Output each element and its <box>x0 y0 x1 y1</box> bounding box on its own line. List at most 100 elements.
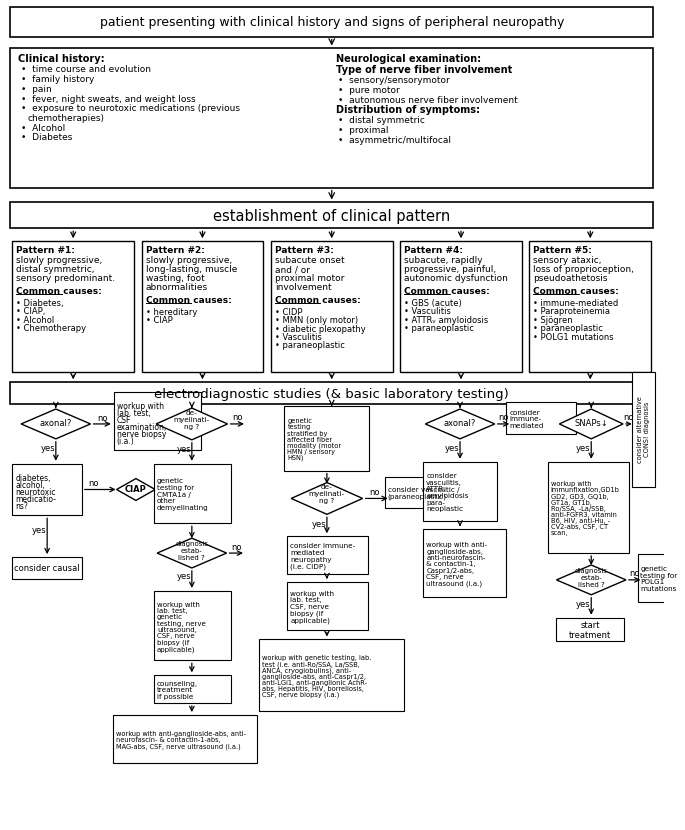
Text: • immune-mediated: • immune-mediated <box>534 299 619 308</box>
Text: Common causes:: Common causes: <box>275 295 360 305</box>
Text: •  family history: • family history <box>21 75 95 84</box>
Text: vasculitis,: vasculitis, <box>426 480 462 486</box>
Text: Clinical history:: Clinical history: <box>18 55 105 65</box>
Text: workup with: workup with <box>290 591 334 597</box>
Text: • paraneoplastic: • paraneoplastic <box>404 324 474 333</box>
Text: Distribution of symptoms:: Distribution of symptoms: <box>336 105 479 115</box>
Text: slowly progressive,: slowly progressive, <box>145 256 232 265</box>
Text: abnormalities: abnormalities <box>145 283 208 292</box>
Text: biopsy (if: biopsy (if <box>290 611 323 617</box>
Text: ns?: ns? <box>15 501 28 510</box>
FancyBboxPatch shape <box>142 242 263 373</box>
Text: • diabetic plexopathy: • diabetic plexopathy <box>275 325 366 334</box>
Text: applicable): applicable) <box>290 618 330 623</box>
Polygon shape <box>21 409 90 439</box>
Text: testing for: testing for <box>640 573 677 579</box>
Text: mutations: mutations <box>640 586 677 592</box>
Text: proximal motor: proximal motor <box>275 274 344 283</box>
Text: lab. test,: lab. test, <box>116 408 151 417</box>
Text: ultrasound,: ultrasound, <box>157 627 197 633</box>
Text: CIAP: CIAP <box>125 485 147 494</box>
Text: • POLG1 mutations: • POLG1 mutations <box>534 333 614 342</box>
Text: workup with: workup with <box>551 481 591 487</box>
Text: amyloidosis: amyloidosis <box>426 493 469 499</box>
Text: •  time course and evolution: • time course and evolution <box>21 66 151 75</box>
Text: if possible: if possible <box>157 694 193 700</box>
Text: GT1a, GT1b,: GT1a, GT1b, <box>551 500 591 505</box>
Text: no: no <box>88 479 99 488</box>
Text: pseudoathetosis: pseudoathetosis <box>534 274 608 283</box>
Text: • Paraproteinemia: • Paraproteinemia <box>534 307 610 316</box>
Text: CMTA1a /: CMTA1a / <box>157 491 191 498</box>
Polygon shape <box>560 409 623 439</box>
Text: •  distal symmetric: • distal symmetric <box>338 116 425 125</box>
Text: immunfixation,GD1b: immunfixation,GD1b <box>551 487 619 493</box>
Text: involvement: involvement <box>275 283 332 292</box>
Text: affected fiber: affected fiber <box>287 437 332 442</box>
FancyBboxPatch shape <box>530 242 651 373</box>
Text: (i.a.): (i.a.) <box>116 437 134 446</box>
Text: •  proximal: • proximal <box>338 126 389 135</box>
Text: lab. test,: lab. test, <box>157 608 188 614</box>
Text: GD2, GD3, GQ1b,: GD2, GD3, GQ1b, <box>551 494 608 500</box>
Polygon shape <box>116 479 155 500</box>
Text: no: no <box>97 414 108 423</box>
Text: slowly progressive,: slowly progressive, <box>16 256 103 265</box>
Text: • GBS (acute): • GBS (acute) <box>404 299 462 308</box>
Text: subacute onset: subacute onset <box>275 256 345 265</box>
Text: nerve biopsy: nerve biopsy <box>116 430 166 438</box>
Text: consider alternative
CONS! diagnosis: consider alternative CONS! diagnosis <box>637 396 650 463</box>
Text: test (i.e. anti-Ro/SSA, La/SSB,: test (i.e. anti-Ro/SSA, La/SSB, <box>262 662 360 668</box>
Text: neoplastic: neoplastic <box>426 506 463 512</box>
Polygon shape <box>157 538 227 568</box>
Text: •  asymmetric/multifocal: • asymmetric/multifocal <box>338 136 451 145</box>
Text: and / or: and / or <box>275 265 310 274</box>
Text: progressive, painful,: progressive, painful, <box>404 265 496 274</box>
Text: autonomic dysfunction: autonomic dysfunction <box>404 274 508 283</box>
Text: neurofascin- & contactin-1-abs,: neurofascin- & contactin-1-abs, <box>116 737 221 743</box>
Text: genetic: genetic <box>287 418 312 424</box>
FancyBboxPatch shape <box>287 582 369 629</box>
Text: Common causes:: Common causes: <box>534 287 619 295</box>
Text: yes: yes <box>445 444 460 453</box>
Text: yes: yes <box>177 445 191 454</box>
Text: • Vasculitis: • Vasculitis <box>404 307 451 316</box>
FancyBboxPatch shape <box>556 618 624 642</box>
FancyBboxPatch shape <box>632 373 655 486</box>
Text: sensory predominant.: sensory predominant. <box>16 274 115 283</box>
Text: •  Alcohol: • Alcohol <box>21 124 65 133</box>
Text: (i.e. CIDP): (i.e. CIDP) <box>290 564 326 569</box>
Text: •  sensory/sensorymotor: • sensory/sensorymotor <box>338 76 450 85</box>
Text: electrodiagnostic studies (& basic laboratory testing): electrodiagnostic studies (& basic labor… <box>154 388 509 401</box>
Text: Pattern #2:: Pattern #2: <box>145 247 204 255</box>
Text: applicable): applicable) <box>157 646 196 652</box>
Text: • paraneoplastic: • paraneoplastic <box>275 341 345 350</box>
Text: CV2-abs, CSF, CT: CV2-abs, CSF, CT <box>551 524 608 530</box>
Text: ANCA, cryoglobulins), anti-: ANCA, cryoglobulins), anti- <box>262 667 351 674</box>
Text: yes: yes <box>576 444 591 453</box>
Text: CSF, nerve biopsy (i.a.): CSF, nerve biopsy (i.a.) <box>262 692 340 698</box>
FancyBboxPatch shape <box>287 536 369 574</box>
FancyBboxPatch shape <box>423 461 497 521</box>
FancyBboxPatch shape <box>10 383 653 404</box>
Text: yes: yes <box>312 520 327 529</box>
Text: testing: testing <box>287 424 310 431</box>
Text: medicatio-: medicatio- <box>15 495 56 504</box>
Text: & contactin-1,: & contactin-1, <box>426 561 476 567</box>
Text: Pattern #4:: Pattern #4: <box>404 247 463 255</box>
Text: MAG-abs, CSF, nerve ultrasound (i.a.): MAG-abs, CSF, nerve ultrasound (i.a.) <box>116 743 240 749</box>
Text: no: no <box>369 488 379 497</box>
Text: other: other <box>157 498 176 505</box>
Text: no: no <box>232 413 242 422</box>
Text: para-: para- <box>426 500 445 505</box>
Text: • paraneoplastic: • paraneoplastic <box>534 324 603 333</box>
Text: POLG1: POLG1 <box>640 579 664 585</box>
Text: ATTR,: ATTR, <box>426 486 447 492</box>
Text: • hereditary: • hereditary <box>145 308 197 317</box>
Text: diabetes,: diabetes, <box>15 474 51 482</box>
FancyBboxPatch shape <box>12 464 82 515</box>
Text: distal symmetric,: distal symmetric, <box>16 265 95 274</box>
Text: ultrasound (i.a.): ultrasound (i.a.) <box>426 580 482 587</box>
Text: Pattern #1:: Pattern #1: <box>16 247 75 255</box>
FancyBboxPatch shape <box>271 242 393 373</box>
